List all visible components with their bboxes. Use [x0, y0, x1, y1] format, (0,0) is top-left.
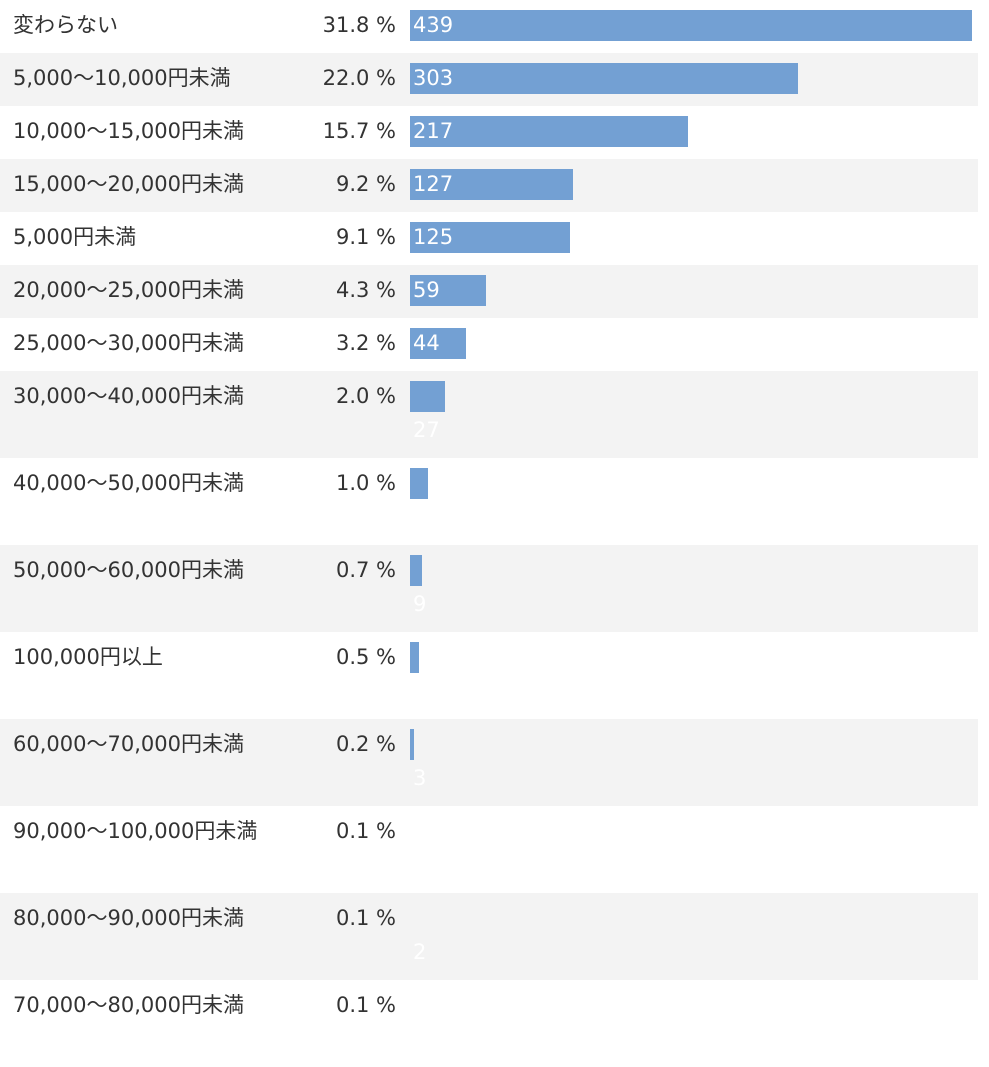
bar: [410, 63, 798, 94]
chart-row: 5,000〜10,000円未満 22.0 % 303: [0, 53, 978, 106]
chart-row: 25,000〜30,000円未満 3.2 % 44: [0, 318, 978, 371]
bar: [410, 275, 486, 306]
chart-row: 40,000〜50,000円未満 1.0 %: [0, 458, 978, 545]
bar: [410, 729, 414, 760]
percent-label: 0.5 %: [335, 645, 396, 669]
percent-label: 3.2 %: [335, 331, 396, 355]
percent-label: 31.8 %: [322, 13, 396, 37]
category-label: 80,000〜90,000円未満: [13, 906, 244, 930]
bar: [410, 328, 466, 359]
category-label: 60,000〜70,000円未満: [13, 732, 244, 756]
bar: [410, 468, 428, 499]
chart-row: 変わらない 31.8 % 439: [0, 0, 978, 53]
category-label: 40,000〜50,000円未満: [13, 471, 244, 495]
percent-label: 22.0 %: [322, 66, 396, 90]
category-label: 5,000〜10,000円未満: [13, 66, 231, 90]
bar: [410, 642, 419, 673]
bar: [410, 222, 570, 253]
count-label: 303: [413, 66, 454, 90]
bar: [410, 555, 422, 586]
count-label: 27: [413, 418, 440, 442]
bar: [410, 381, 445, 412]
chart-row: 30,000〜40,000円未満 2.0 % 27: [0, 371, 978, 458]
percent-label: 9.1 %: [335, 225, 396, 249]
count-label: 2: [413, 940, 427, 964]
category-label: 90,000〜100,000円未満: [13, 819, 258, 843]
chart-row: 10,000〜15,000円未満 15.7 % 217: [0, 106, 978, 159]
bar: [410, 10, 972, 41]
chart-row: 60,000〜70,000円未満 0.2 % 3: [0, 719, 978, 806]
category-label: 100,000円以上: [13, 645, 163, 669]
count-label: 127: [413, 172, 454, 196]
count-label: 3: [413, 766, 427, 790]
chart-row: 50,000〜60,000円未満 0.7 % 9: [0, 545, 978, 632]
category-label: 25,000〜30,000円未満: [13, 331, 244, 355]
chart-row: 20,000〜25,000円未満 4.3 % 59: [0, 265, 978, 318]
percent-label: 4.3 %: [335, 278, 396, 302]
percent-label: 2.0 %: [335, 384, 396, 408]
percent-label: 0.1 %: [335, 819, 396, 843]
category-label: 15,000〜20,000円未満: [13, 172, 244, 196]
bar: [410, 169, 573, 200]
count-label: 59: [413, 278, 440, 302]
count-label: 44: [413, 331, 440, 355]
count-label: 439: [413, 13, 454, 37]
category-label: 50,000〜60,000円未満: [13, 558, 244, 582]
chart-row: 100,000円以上 0.5 %: [0, 632, 978, 719]
percent-label: 0.7 %: [335, 558, 396, 582]
percent-label: 0.2 %: [335, 732, 396, 756]
chart-row: 90,000〜100,000円未満 0.1 %: [0, 806, 978, 893]
bar: [410, 116, 688, 147]
category-label: 70,000〜80,000円未満: [13, 993, 244, 1017]
count-label: 217: [413, 119, 454, 143]
percent-label: 15.7 %: [322, 119, 396, 143]
count-label: 9: [413, 592, 427, 616]
chart-row: 70,000〜80,000円未満 0.1 %: [0, 980, 978, 1067]
chart-row: 15,000〜20,000円未満 9.2 % 127: [0, 159, 978, 212]
percent-label: 0.1 %: [335, 906, 396, 930]
category-label: 10,000〜15,000円未満: [13, 119, 244, 143]
category-label: 30,000〜40,000円未満: [13, 384, 244, 408]
percent-label: 0.1 %: [335, 993, 396, 1017]
count-label: 125: [413, 225, 454, 249]
bar-chart: 変わらない 31.8 % 439 5,000〜10,000円未満 22.0 % 303 10…: [0, 0, 978, 1017]
chart-row: 5,000円未満 9.1 % 125: [0, 212, 978, 265]
category-label: 20,000〜25,000円未満: [13, 278, 244, 302]
percent-label: 9.2 %: [335, 172, 396, 196]
percent-label: 1.0 %: [335, 471, 396, 495]
category-label: 5,000円未満: [13, 225, 137, 249]
category-label: 変わらない: [13, 13, 118, 37]
chart-row: 80,000〜90,000円未満 0.1 % 2: [0, 893, 978, 980]
